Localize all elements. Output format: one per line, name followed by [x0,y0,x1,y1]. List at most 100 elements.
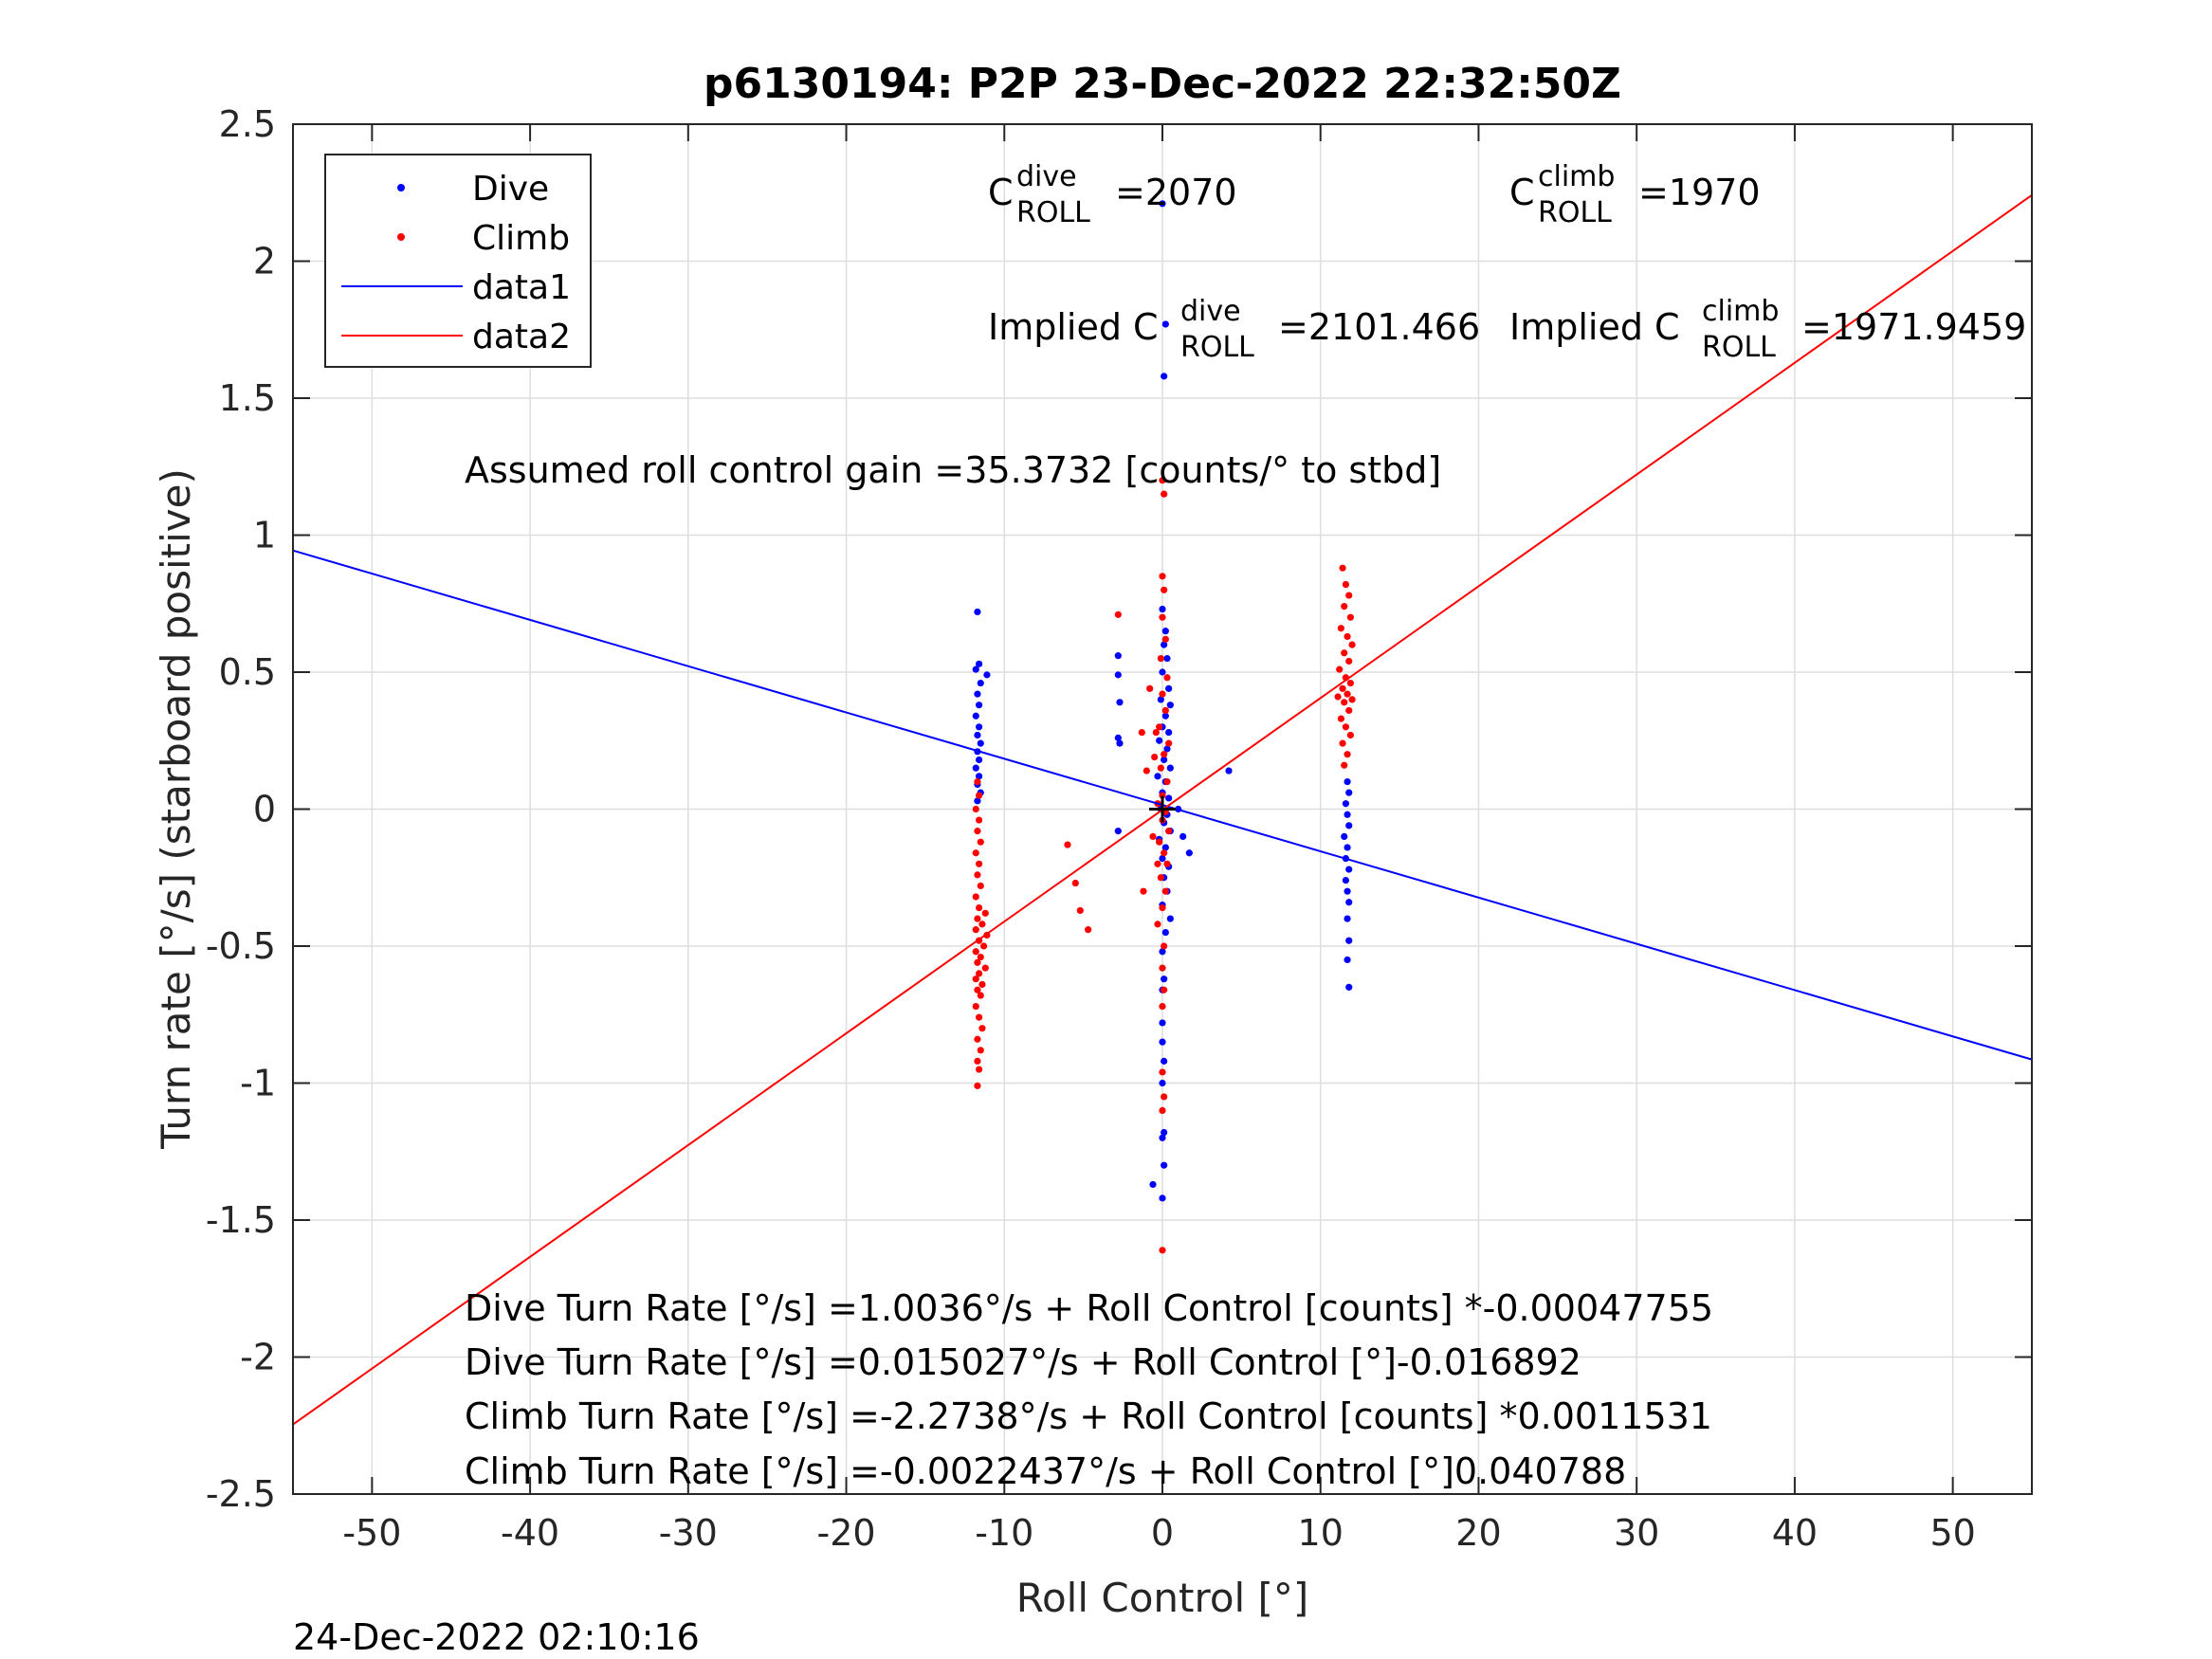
c-dive-annotation: C dive ROLL =2070 [988,153,1237,230]
dive-point-87 [1344,915,1351,922]
dive-point-34 [1166,702,1174,709]
climb-point-92 [1341,649,1348,657]
legend-climb-marker [397,233,405,241]
climb-point-23 [975,970,983,977]
dive-point-58 [1161,928,1169,937]
fit-line-4: Climb Turn Rate [°/s] =-0.0022437°/s + R… [465,1450,1626,1492]
legend: Dive Climb data1 data2 [324,154,592,368]
implied-dive-value: =2101.466 [1278,306,1480,348]
dive-point-85 [1344,887,1351,895]
dive-point-21 [1114,734,1122,741]
dive-point-23 [1114,828,1122,835]
legend-dive-marker [397,184,405,191]
dive-point-7 [975,723,983,731]
dive-point-80 [1341,832,1348,841]
climb-point-94 [1336,665,1344,673]
climb-point-72 [1157,874,1164,882]
y-axis-label: Turn rate [°/s] (starboard positive) [153,468,199,1150]
legend-climb-label: Climb [472,219,570,258]
climb-point-108 [1341,761,1348,769]
climb-point-10 [972,893,979,901]
dive-point-68 [1161,1161,1168,1169]
dive-point-70 [1159,1194,1166,1202]
climb-point-18 [979,942,988,950]
dive-point-1 [975,660,983,667]
dive-point-26 [1161,373,1168,380]
climb-point-42 [1143,767,1150,775]
y-tick-label-1: -2 [240,1337,276,1378]
climb-point-90 [1344,632,1351,641]
climb-point-34 [975,1066,983,1073]
climb-point-21 [974,958,981,966]
climb-point-55 [1157,654,1164,663]
climb-point-22 [981,964,989,972]
dive-point-88 [1345,937,1353,944]
dive-point-17 [983,671,991,679]
dive-point-35 [1161,712,1169,720]
dive-point-90 [1345,983,1353,991]
dive-point-29 [1161,641,1168,648]
climb-point-100 [1348,696,1356,703]
dive-point-11 [975,756,983,764]
climb-point-73 [1161,887,1169,895]
implied-dive-annotation: Implied C dive ROLL =2101.466 [988,287,1480,365]
dive-point-31 [1159,668,1166,676]
climb-point-62 [1157,764,1164,772]
dive-point-63 [1159,1038,1166,1046]
dive-point-42 [1154,773,1161,780]
climb-point-46 [1146,684,1154,692]
y-tick-label-3: -1 [240,1063,276,1104]
climb-point-68 [1165,828,1173,835]
climb-point-87 [1341,603,1348,611]
dive-point-81 [1344,844,1351,851]
climb-point-44 [1151,753,1159,761]
x-tick-label-7: 20 [1455,1512,1501,1554]
implied-climb-value: =1971.9459 [1801,306,2026,348]
climb-point-1 [975,792,983,799]
fit-line-3: Climb Turn Rate [°/s] =-2.2738°/s + Roll… [465,1395,1712,1437]
dive-point-78 [1344,811,1351,818]
climb-point-49 [1159,477,1166,484]
climb-point-61 [1161,751,1168,758]
climb-point-13 [974,915,981,922]
dive-point-76 [1345,789,1353,796]
climb-point-48 [1149,832,1157,841]
dive-point-8 [974,731,981,739]
climb-point-15 [972,926,979,934]
legend-dive-label: Dive [472,170,549,209]
climb-point-101 [1341,699,1348,706]
climb-point-96 [1346,679,1355,687]
dive-point-64 [1161,1057,1168,1065]
y-tick-label-6: 0.5 [219,651,276,693]
dive-point-12 [972,764,979,772]
x-axis-label: Roll Control [°] [1016,1575,1309,1621]
x-tick-label-8: 30 [1614,1512,1659,1554]
climb-point-91 [1348,641,1356,648]
climb-point-7 [975,860,983,867]
dive-point-16 [974,797,981,805]
tick-marks [293,123,2032,1495]
climb-point-76 [1161,942,1168,950]
climb-point-20 [977,953,984,961]
dive-point-38 [1156,737,1163,744]
climb-point-35 [974,1082,981,1089]
dive-point-66 [1161,1128,1168,1137]
implied-dive-sub: ROLL [1180,331,1254,364]
y-tick-labels: -2.5 -2 -1.5 -1 -0.5 0 0.5 1 1.5 2 2.5 [206,103,276,1515]
climb-point-99 [1334,693,1342,701]
climb-point-43 [1140,887,1147,895]
climb-point-47 [1154,860,1161,867]
climb-point-25 [978,980,986,989]
climb-point-85 [1342,580,1350,589]
climb-point-14 [978,921,986,928]
climb-point-102 [1345,706,1353,715]
climb-point-88 [1346,613,1355,621]
dive-point-32 [1165,684,1173,692]
climb-point-3 [975,816,983,824]
y-tick-label-2: -1.5 [206,1199,276,1241]
dive-point-37 [1165,728,1173,737]
chart-title: p6130194: P2P 23-Dec-2022 22:32:50Z [704,60,1621,108]
x-tick-label-6: 10 [1298,1512,1344,1554]
dive-point-77 [1342,800,1350,808]
